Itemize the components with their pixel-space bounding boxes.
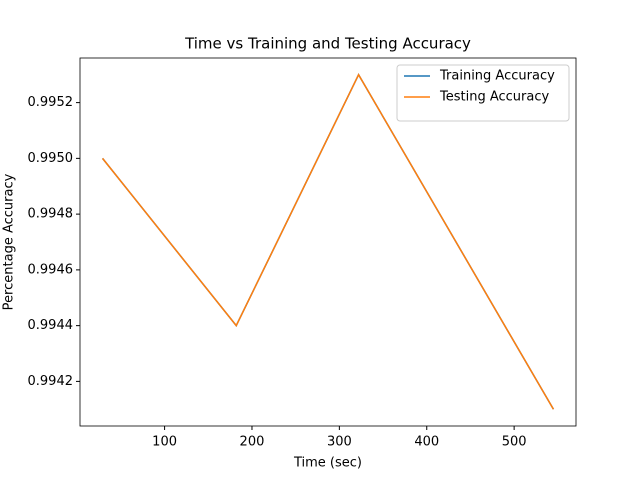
y-tick-label: 0.9952	[28, 95, 74, 110]
x-tick-label: 400	[414, 435, 439, 450]
y-axis-label: Percentage Accuracy	[2, 173, 17, 310]
legend-box	[396, 64, 570, 122]
legend-label: Testing Accuracy	[439, 90, 549, 105]
x-tick-label: 500	[502, 435, 527, 450]
plot-frame	[79, 57, 577, 427]
x-axis-label: Time (sec)	[293, 456, 362, 471]
series-line	[101, 73, 555, 410]
y-tick-label: 0.9950	[28, 151, 74, 166]
chart-title: Time vs Training and Testing Accuracy	[184, 35, 471, 53]
y-tick-label: 0.9946	[28, 262, 74, 277]
y-tick-label: 0.9942	[28, 374, 74, 389]
legend-label: Training Accuracy	[439, 69, 555, 84]
y-tick-label: 0.9948	[28, 207, 74, 222]
x-tick-label: 200	[240, 435, 265, 450]
x-tick-label: 300	[327, 435, 352, 450]
x-tick-label: 100	[152, 435, 177, 450]
y-tick-label: 0.9944	[28, 318, 74, 333]
